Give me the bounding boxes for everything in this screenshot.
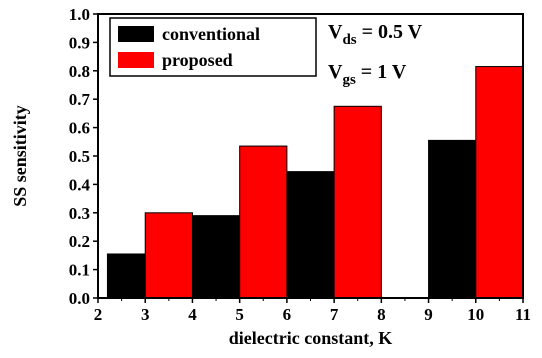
y-tick-label: 0.0 xyxy=(69,289,90,308)
x-tick-label: 2 xyxy=(94,305,103,324)
x-tick-label: 5 xyxy=(235,305,244,324)
x-tick-label: 3 xyxy=(141,305,150,324)
x-tick-label: 9 xyxy=(424,305,433,324)
y-tick-label: 0.3 xyxy=(69,204,90,223)
legend-label-conventional: conventional xyxy=(162,24,260,44)
x-tick-label: 8 xyxy=(377,305,386,324)
annotation-vgs-sub: gs xyxy=(342,72,356,88)
y-tick-label: 0.1 xyxy=(69,261,90,280)
annotation-vgs: Vgs = 1 V xyxy=(328,61,407,88)
x-tick-label: 4 xyxy=(188,305,197,324)
x-tick-label: 10 xyxy=(467,305,484,324)
annotation-vds: Vds = 0.5 V xyxy=(328,21,423,48)
y-tick-label: 0.8 xyxy=(69,62,90,81)
legend-swatch-conventional xyxy=(118,26,154,42)
y-tick-label: 0.9 xyxy=(69,33,90,52)
bar-proposed-3 xyxy=(475,66,524,299)
bar-conventional-0 xyxy=(106,253,146,299)
x-tick-label: 11 xyxy=(515,305,531,324)
legend-swatch-proposed xyxy=(118,52,154,68)
y-tick-label: 0.2 xyxy=(69,232,90,251)
annotation-vgs-rest: = 1 V xyxy=(356,61,407,83)
annotation-vds-main: V xyxy=(328,21,343,43)
annotation-vds-sub: ds xyxy=(342,32,356,48)
y-tick-label: 0.4 xyxy=(69,175,91,194)
bar-conventional-1 xyxy=(191,215,241,299)
annotation-vgs-main: V xyxy=(328,61,343,83)
y-tick-label: 0.5 xyxy=(69,147,90,166)
x-axis-title: dielectric constant, K xyxy=(229,328,392,348)
x-tick-label: 7 xyxy=(330,305,339,324)
bar-conventional-2 xyxy=(286,171,335,299)
bar-conventional-3 xyxy=(428,139,477,299)
legend-label-proposed: proposed xyxy=(162,50,233,70)
axes-group: 2 3 4 5 6 7 8 9 10 11 0.0 0.1 0.2 0.3 0.4 0.5 0.6 0.7 0.8 0… xyxy=(69,5,531,324)
y-tick-label: 0.7 xyxy=(69,90,91,109)
bar-proposed-1 xyxy=(239,145,288,299)
bar-proposed-2 xyxy=(333,105,382,299)
x-tick-label: 6 xyxy=(283,305,292,324)
bars-group xyxy=(106,66,524,299)
legend: conventional proposed xyxy=(109,17,317,77)
y-tick-label: 0.6 xyxy=(69,119,90,138)
bar-proposed-0 xyxy=(144,212,193,299)
y-tick-label: 1.0 xyxy=(69,5,90,24)
annotation-vds-rest: = 0.5 V xyxy=(357,21,423,43)
y-axis-title: SS sensitivity xyxy=(10,105,30,207)
